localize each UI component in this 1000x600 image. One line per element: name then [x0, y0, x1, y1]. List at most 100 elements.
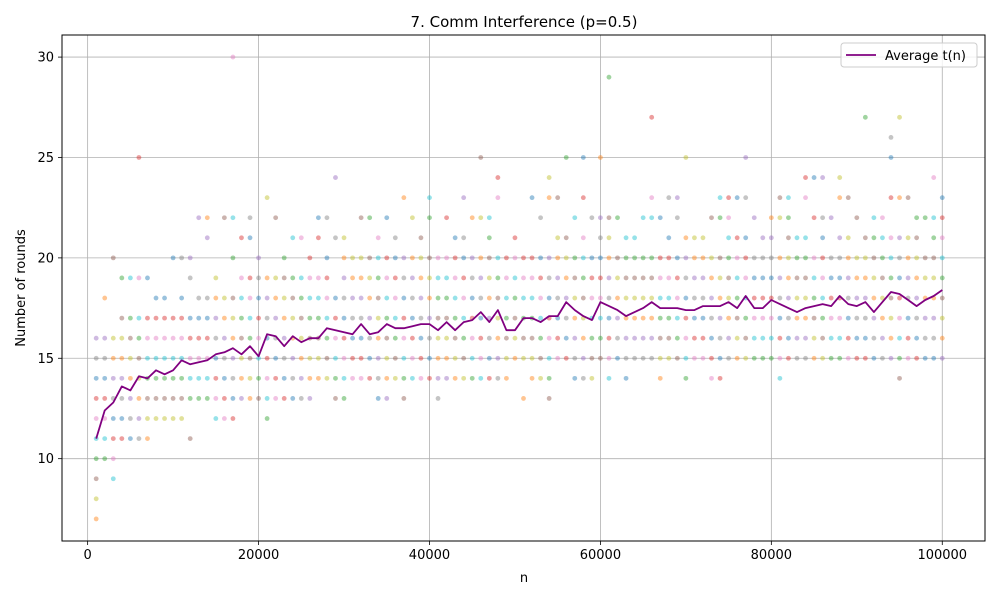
scatter-point — [546, 195, 552, 201]
scatter-point — [606, 235, 612, 241]
scatter-point — [358, 355, 364, 361]
scatter-point — [196, 315, 202, 321]
scatter-point — [811, 295, 817, 301]
scatter-point — [717, 315, 723, 321]
scatter-point — [555, 355, 561, 361]
scatter-point — [495, 255, 501, 261]
scatter-point — [939, 275, 945, 281]
scatter-point — [589, 295, 595, 301]
scatter-point — [444, 255, 449, 261]
scatter-point — [700, 235, 706, 241]
scatter-point — [102, 436, 108, 441]
scatter-point — [751, 355, 757, 361]
scatter-point — [931, 335, 937, 341]
scatter-point — [375, 375, 381, 381]
scatter-point — [939, 215, 945, 221]
scatter-point — [837, 255, 843, 261]
scatter-point — [418, 335, 424, 341]
scatter-point — [358, 275, 364, 281]
scatter-point — [546, 175, 552, 180]
scatter-point — [803, 175, 808, 180]
scatter-point — [563, 355, 569, 361]
scatter-point — [392, 315, 398, 321]
scatter-point — [341, 275, 347, 281]
scatter-point — [93, 496, 99, 502]
scatter-point — [375, 315, 381, 321]
scatter-point — [572, 215, 578, 221]
scatter-point — [204, 295, 210, 301]
scatter-point — [760, 255, 766, 261]
scatter-point — [589, 355, 595, 361]
scatter-point — [127, 416, 133, 421]
scatter-point — [888, 155, 894, 160]
scatter-point — [632, 315, 638, 321]
scatter-point — [700, 315, 706, 321]
scatter-point — [931, 175, 937, 180]
scatter-point — [837, 275, 843, 281]
scatter-point — [273, 215, 279, 221]
scatter-point — [110, 355, 116, 361]
scatter-point — [504, 355, 509, 361]
scatter-point — [230, 335, 236, 341]
scatter-point — [606, 215, 612, 221]
scatter-point — [204, 375, 210, 381]
scatter-point — [563, 315, 569, 321]
scatter-point — [444, 275, 449, 281]
scatter-point — [640, 355, 646, 361]
scatter-point — [854, 335, 860, 341]
scatter-point — [298, 375, 304, 381]
scatter-point — [760, 315, 766, 321]
scatter-point — [726, 275, 732, 281]
scatter-point — [803, 255, 808, 261]
scatter-point — [504, 255, 509, 261]
scatter-point — [922, 315, 928, 321]
scatter-point — [315, 235, 321, 241]
scatter-point — [777, 295, 783, 301]
scatter-point — [649, 255, 655, 261]
scatter-point — [469, 275, 475, 281]
scatter-point — [187, 436, 193, 441]
scatter-point — [786, 315, 791, 321]
scatter-point — [786, 215, 791, 221]
scatter-point — [333, 235, 338, 241]
scatter-point — [521, 396, 526, 401]
x-tick-label: 60000 — [580, 548, 621, 563]
scatter-point — [640, 295, 646, 301]
scatter-point — [273, 355, 279, 361]
scatter-point — [734, 295, 740, 301]
scatter-point — [811, 315, 817, 321]
scatter-point — [803, 275, 808, 281]
scatter-point — [931, 355, 937, 361]
scatter-point — [187, 396, 193, 401]
plot-frame — [61, 34, 986, 542]
scatter-point — [435, 335, 441, 341]
scatter-point — [598, 315, 603, 321]
scatter-point — [333, 375, 338, 381]
scatter-point — [572, 375, 578, 381]
scatter-point — [897, 335, 902, 341]
scatter-point — [931, 235, 937, 241]
scatter-point — [384, 396, 390, 401]
scatter-point — [674, 195, 680, 201]
scatter-point — [504, 335, 509, 341]
scatter-point — [341, 335, 347, 341]
scatter-point — [452, 375, 458, 381]
scatter-point — [751, 295, 757, 301]
scatter-point — [683, 355, 689, 361]
scatter-point — [939, 355, 945, 361]
scatter-point — [623, 275, 629, 281]
scatter-point — [837, 235, 843, 241]
scatter-point — [529, 295, 535, 301]
scatter-point — [153, 335, 159, 341]
scatter-point — [674, 215, 680, 221]
scatter-point — [529, 275, 535, 281]
scatter-point — [341, 355, 347, 361]
scatter-point — [521, 275, 526, 281]
scatter-point — [384, 335, 390, 341]
scatter-point — [615, 275, 620, 281]
scatter-point — [478, 375, 484, 381]
scatter-point — [196, 375, 202, 381]
scatter-point — [589, 335, 595, 341]
scatter-point — [358, 255, 364, 261]
scatter-point — [905, 355, 911, 361]
